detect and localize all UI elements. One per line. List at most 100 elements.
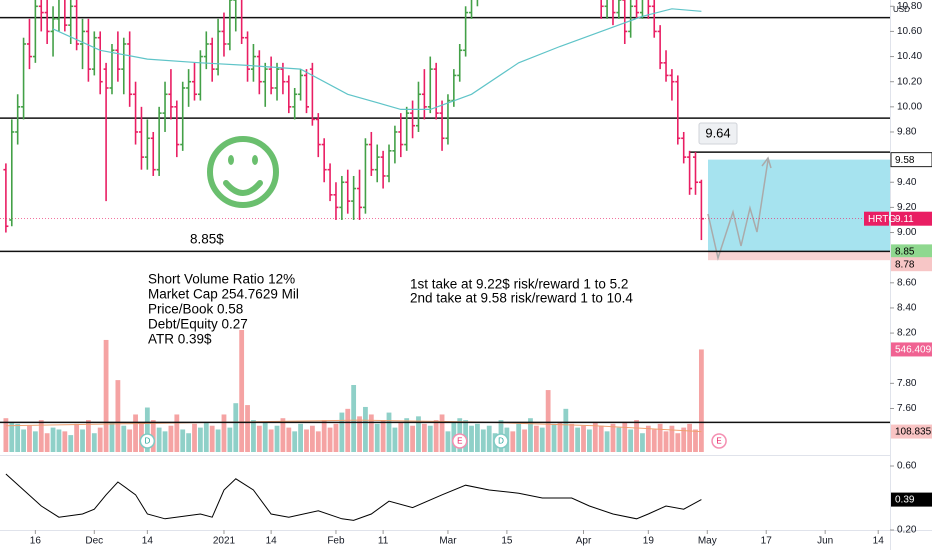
y-tick-label: 8.20 xyxy=(897,328,917,339)
volume-bar xyxy=(174,414,180,452)
volume-bar xyxy=(669,425,675,452)
axis-tag: 8.78 xyxy=(891,257,932,272)
volume-bar xyxy=(374,423,380,452)
ohlc-bar xyxy=(262,62,268,107)
event-label: D xyxy=(498,437,504,446)
ohlc-bar xyxy=(351,175,357,220)
currency: USD xyxy=(893,5,910,14)
y-tick-label: 10.40 xyxy=(897,51,922,62)
volume-bar xyxy=(545,390,551,452)
ohlc-bar xyxy=(74,0,80,51)
ohlc-bar xyxy=(404,106,410,151)
ohlc-bar xyxy=(292,87,298,120)
volume-bar xyxy=(162,431,168,452)
price-pane xyxy=(3,0,704,241)
volume-bar xyxy=(410,425,415,452)
ohlc-bar xyxy=(103,62,109,202)
x-tick-label: Jun xyxy=(817,536,833,547)
volume-bar xyxy=(622,421,628,452)
volume-bar xyxy=(156,427,162,452)
y-tick-label: 9.40 xyxy=(897,177,917,188)
volume-bar xyxy=(197,427,203,452)
axis-tag-box xyxy=(864,211,889,226)
ohlc-bar xyxy=(186,69,192,107)
ohlc-bar xyxy=(91,31,97,76)
axis-tag: 9.58 xyxy=(890,152,932,168)
x-tick-label: Dec xyxy=(85,536,103,547)
ohlc-bar xyxy=(32,0,38,63)
volume-bar xyxy=(109,421,115,452)
volume-bar xyxy=(598,425,604,452)
volume-bar xyxy=(133,414,138,452)
volume-bar xyxy=(592,421,598,452)
volume-bar xyxy=(3,418,9,452)
ohlc-bar xyxy=(162,81,168,132)
note: Debt/Equity 0.27 xyxy=(148,317,248,332)
ohlc-bar xyxy=(345,169,351,214)
ohlc-bar xyxy=(286,75,292,114)
volume-bar xyxy=(557,421,563,452)
x-tick-label: May xyxy=(698,536,717,547)
volume-bar xyxy=(351,384,357,452)
volume-bar xyxy=(616,427,622,452)
y-tick-label: 10.00 xyxy=(897,101,922,112)
volume-bar xyxy=(469,425,474,452)
volume-bar xyxy=(587,429,592,452)
ohlc-bar xyxy=(315,113,321,158)
y-tick-label: 10.20 xyxy=(897,76,922,87)
ohlc-bar xyxy=(698,179,704,241)
ohlc-bar xyxy=(233,0,237,32)
ohlc-bar xyxy=(634,0,640,19)
volume-bar xyxy=(651,429,657,452)
axis-tag-label: 9.11 xyxy=(895,214,914,225)
ohlc-bar xyxy=(427,56,433,114)
projection-arrow xyxy=(761,156,772,169)
volume-bar xyxy=(698,349,704,452)
volume-bar xyxy=(268,429,274,452)
ohlc-bar xyxy=(156,106,162,176)
volume-bar xyxy=(180,429,186,452)
event-marker: D xyxy=(139,433,156,449)
x-tick-label: 16 xyxy=(30,536,42,547)
event-circle xyxy=(139,433,156,449)
volume-bar xyxy=(628,429,634,452)
volume-bar xyxy=(321,420,327,452)
volume-bar xyxy=(522,429,527,452)
ohlc-bar xyxy=(197,50,203,101)
x-tick-label: 14 xyxy=(142,536,154,547)
volume-bar xyxy=(339,412,345,452)
event-label: E xyxy=(457,437,462,446)
ohlc-bar xyxy=(622,0,628,44)
volume-bar xyxy=(186,433,192,452)
ohlc-bar xyxy=(321,138,327,183)
volume-bar xyxy=(62,431,68,452)
volume-bar xyxy=(480,429,486,452)
ohlc-bar xyxy=(457,43,463,82)
axis-tag-box xyxy=(891,342,932,357)
y-tick-label: 7.80 xyxy=(897,378,917,389)
volume-bar xyxy=(645,425,651,452)
x-tick-label: Apr xyxy=(576,536,592,547)
volume-bar xyxy=(333,423,339,452)
volume-bar xyxy=(675,433,681,452)
volume-bar xyxy=(86,420,91,452)
ohlc-bar xyxy=(26,18,32,70)
volume-bar xyxy=(192,423,197,452)
x-tick-label: 15 xyxy=(501,536,513,547)
volume-bar xyxy=(687,423,693,452)
y-tick-label: 10.80 xyxy=(897,1,922,12)
ohlc-bar xyxy=(150,131,156,176)
volume-bar xyxy=(404,418,410,452)
volume-bar xyxy=(315,431,321,452)
x-tick-label: 14 xyxy=(873,536,885,547)
volume-bar xyxy=(203,421,209,452)
volume-bar xyxy=(575,427,581,452)
axis-tag-label: 9.58 xyxy=(895,155,915,166)
ohlc-bar xyxy=(227,0,233,51)
ohlc-bar xyxy=(44,0,50,44)
x-tick-label: 19 xyxy=(643,536,655,547)
projection-path xyxy=(707,159,769,261)
axis-tag-label: 8.85 xyxy=(895,247,915,258)
volume-bar xyxy=(74,423,80,452)
